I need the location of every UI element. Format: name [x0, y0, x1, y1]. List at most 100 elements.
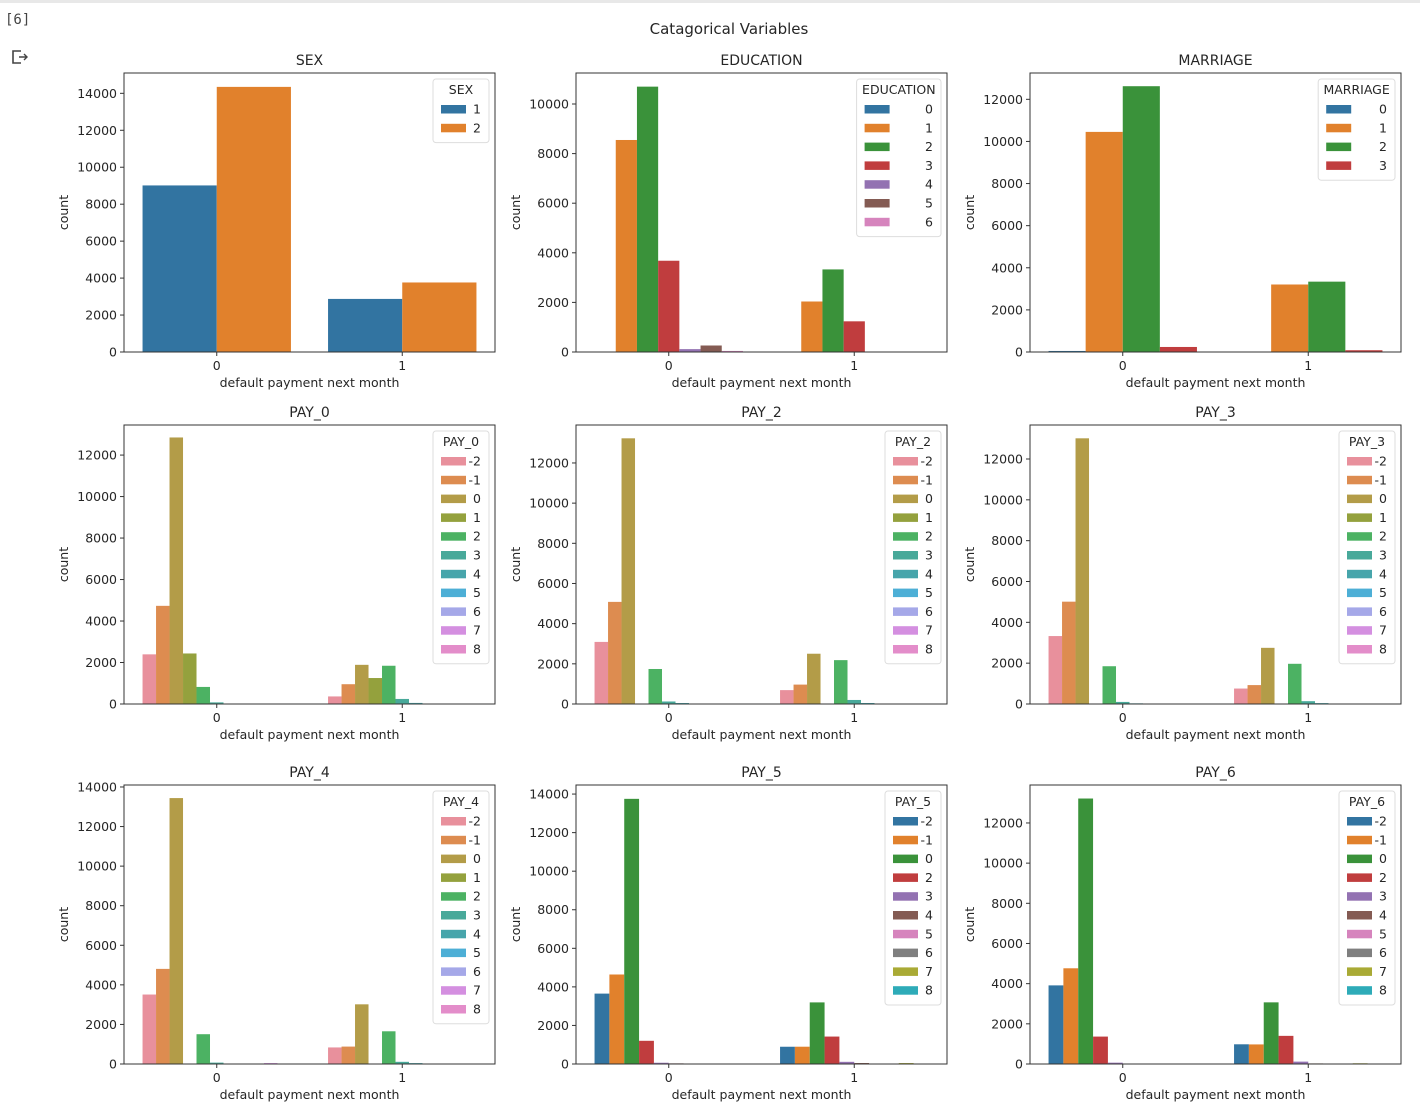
- bar: [1301, 701, 1315, 704]
- bar: [263, 1063, 278, 1064]
- legend-swatch: [893, 494, 918, 504]
- legend-label: 0: [1379, 851, 1387, 866]
- bar: [156, 605, 170, 704]
- legend-swatch: [441, 123, 466, 133]
- legend-label: 4: [1379, 908, 1387, 923]
- bar: [1159, 346, 1197, 352]
- legend-swatch: [893, 607, 918, 616]
- y-tick-label: 4000: [537, 245, 569, 260]
- bar: [210, 702, 224, 704]
- legend-swatch: [441, 475, 466, 485]
- x-tick-label: 0: [1119, 710, 1127, 725]
- y-tick-label: 2000: [85, 308, 117, 323]
- x-axis-label: default payment next month: [220, 727, 400, 742]
- y-tick-label: 8000: [991, 533, 1023, 548]
- legend-swatch: [441, 929, 466, 939]
- bar: [700, 345, 722, 352]
- legend-swatch: [441, 1005, 466, 1014]
- legend-label: 6: [925, 214, 933, 229]
- bar: [679, 349, 701, 352]
- y-tick-label: 4000: [991, 976, 1023, 991]
- bar: [142, 185, 217, 352]
- legend-box: [856, 78, 942, 238]
- bar: [196, 686, 211, 704]
- legend-label: 8: [1379, 983, 1387, 998]
- legend-label: 6: [925, 604, 933, 619]
- legend-swatch: [441, 645, 466, 654]
- y-tick-label: 10000: [529, 97, 569, 112]
- output-redirect-icon[interactable]: [11, 49, 29, 65]
- bar: [395, 698, 409, 704]
- bar: [1048, 985, 1064, 1064]
- y-tick-label: 14000: [529, 787, 569, 802]
- y-tick-label: 10000: [77, 160, 117, 175]
- legend-swatch: [1347, 967, 1372, 976]
- x-axis-label: default payment next month: [220, 375, 400, 390]
- y-tick-label: 12000: [77, 123, 117, 138]
- legend-swatch: [441, 835, 466, 845]
- legend-swatch: [441, 513, 466, 522]
- legend-label: -2: [1375, 814, 1387, 829]
- x-axis-label: default payment next month: [1126, 727, 1306, 742]
- subplot-pay-4: 0 2000 4000 6000 8000 10000 12000 14000 0 1 PAY_4d…: [56, 765, 496, 1102]
- subplot-pay-0: 0 2000 4000 6000 8000 10000 12000 0 1 PAY_0defaul…: [56, 405, 496, 742]
- y-tick-label: 10000: [77, 489, 117, 504]
- legend-swatch: [1347, 457, 1372, 466]
- legend-swatch: [1347, 892, 1372, 901]
- legend-label: 0: [473, 851, 481, 866]
- legend-label: 6: [1379, 604, 1387, 619]
- bar: [1129, 703, 1143, 704]
- x-tick-label: 1: [398, 710, 406, 725]
- y-tick-label: 8000: [85, 898, 117, 913]
- legend-label: 1: [925, 510, 933, 525]
- x-tick-label: 1: [1304, 710, 1312, 725]
- legend-label: 4: [1379, 566, 1387, 581]
- bar: [1288, 663, 1302, 704]
- legend-box: [1338, 430, 1396, 665]
- subplot-education: 0 2000 4000 6000 8000 10000 0 1 EDUCATION default…: [508, 53, 948, 390]
- legend-swatch: [441, 457, 466, 466]
- legend-swatch: [893, 873, 918, 882]
- legend-swatch: [441, 551, 466, 560]
- legend-title: PAY_5: [895, 794, 931, 809]
- legend-swatch: [441, 105, 466, 114]
- legend-label: 2: [925, 139, 933, 154]
- subplot-title: EDUCATION: [720, 53, 802, 69]
- legend-label: 1: [1379, 510, 1387, 525]
- axes-frame: [123, 424, 496, 705]
- bar: [1102, 666, 1117, 704]
- legend-swatch: [893, 967, 918, 976]
- legend-swatch: [441, 873, 466, 882]
- legend-label: 5: [1379, 585, 1387, 600]
- y-tick-label: 0: [561, 345, 569, 360]
- x-tick-label: 0: [665, 358, 673, 373]
- axes-frame: [575, 784, 948, 1065]
- y-axis-label: count: [56, 195, 71, 230]
- bar: [834, 660, 848, 704]
- bar: [1247, 685, 1262, 704]
- legend-label: 2: [1379, 139, 1387, 154]
- x-tick-label: 1: [1304, 358, 1312, 373]
- legend-label: 6: [473, 964, 481, 979]
- y-axis-label: count: [962, 547, 977, 582]
- y-tick-label: 4000: [537, 616, 569, 631]
- legend-title: EDUCATION: [862, 82, 936, 97]
- legend-swatch: [1326, 105, 1352, 114]
- y-tick-label: 14000: [77, 86, 117, 101]
- legend-title: PAY_3: [1349, 434, 1385, 449]
- y-tick-label: 10000: [77, 859, 117, 874]
- bar: [594, 641, 609, 704]
- y-tick-label: 8000: [991, 896, 1023, 911]
- legend-swatch: [1347, 607, 1372, 616]
- bar: [621, 438, 636, 704]
- subplot-title: PAY_4: [289, 765, 330, 781]
- y-tick-label: 4000: [85, 271, 117, 286]
- y-tick-label: 0: [109, 1057, 117, 1072]
- legend-swatch: [1326, 161, 1352, 170]
- legend-label: 6: [925, 945, 933, 960]
- bar: [1122, 86, 1160, 353]
- subplot-title: PAY_0: [289, 405, 330, 421]
- legend-swatch: [1347, 854, 1372, 864]
- legend-swatch: [441, 948, 466, 958]
- y-tick-label: 10000: [983, 856, 1023, 871]
